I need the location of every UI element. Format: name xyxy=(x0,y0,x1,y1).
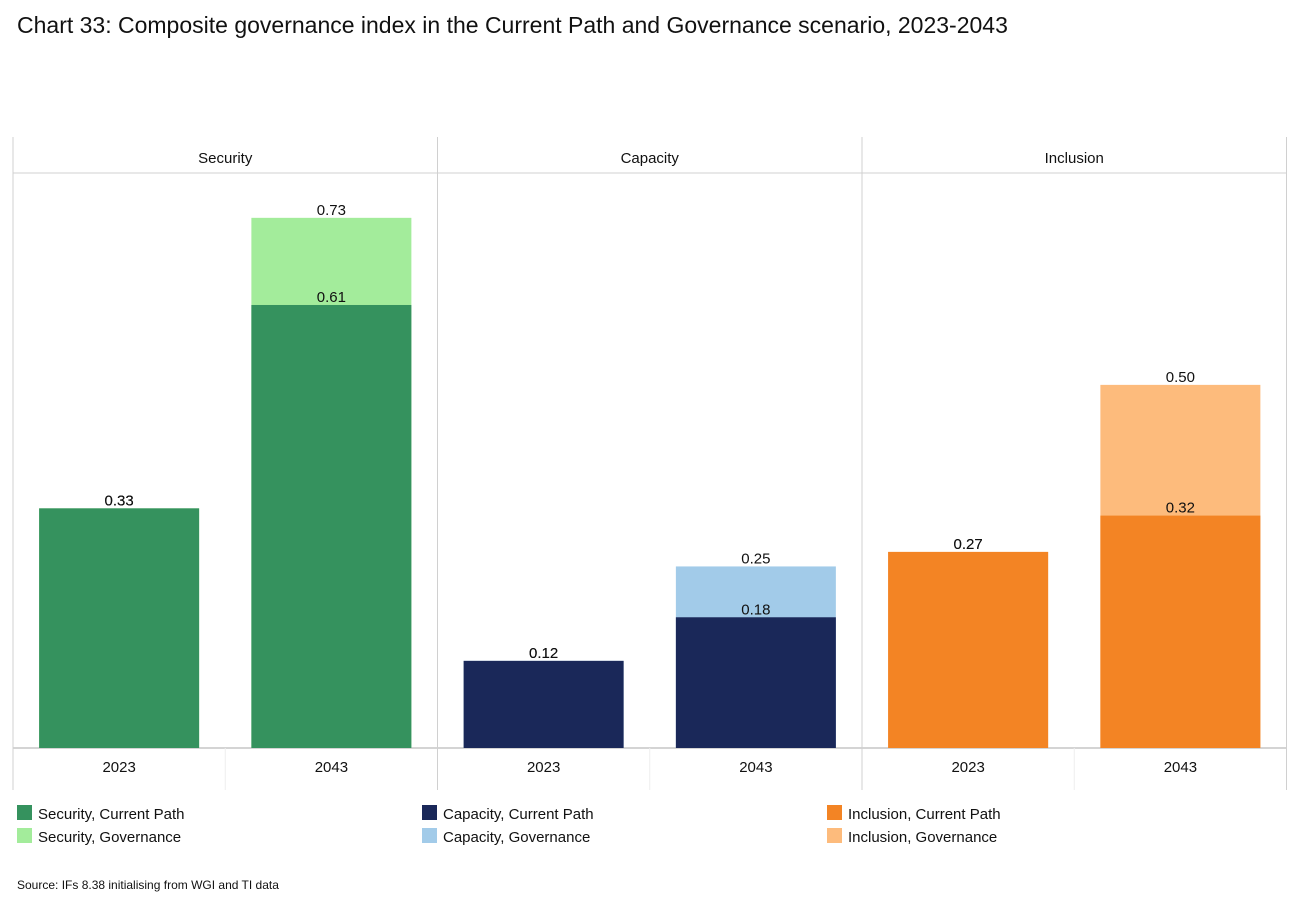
legend-label: Capacity, Current Path xyxy=(443,806,594,823)
bar xyxy=(1100,515,1261,748)
bar xyxy=(39,508,200,748)
x-tick-label: 2023 xyxy=(102,759,135,776)
bar xyxy=(251,304,412,748)
legend-label: Security, Current Path xyxy=(38,806,184,823)
legend-swatch xyxy=(422,805,437,820)
data-label: 0.27 xyxy=(954,536,983,553)
legend-swatch xyxy=(17,828,32,843)
x-tick-label: 2023 xyxy=(527,759,560,776)
panel-title: Security xyxy=(198,150,253,167)
bar xyxy=(675,617,836,748)
legend-label: Inclusion, Current Path xyxy=(848,806,1001,823)
data-label: 0.33 xyxy=(105,492,134,509)
x-tick-label: 2043 xyxy=(315,759,348,776)
bar xyxy=(888,551,1049,748)
legend-label: Security, Governance xyxy=(38,829,181,846)
data-label: 0.27 xyxy=(954,536,983,553)
legend-swatch xyxy=(422,828,437,843)
x-tick-label: 2043 xyxy=(1164,759,1197,776)
data-label: 0.18 xyxy=(741,601,770,618)
data-label: 0.25 xyxy=(741,550,770,567)
data-label: 0.33 xyxy=(105,492,134,509)
legend-swatch xyxy=(17,805,32,820)
panel-title: Capacity xyxy=(621,150,680,167)
source: Source: IFs 8.38 initialising from WGI a… xyxy=(17,878,279,892)
data-label: 0.12 xyxy=(529,645,558,662)
data-label: 0.50 xyxy=(1166,369,1195,386)
legend-label: Inclusion, Governance xyxy=(848,829,997,846)
data-label: 0.32 xyxy=(1166,500,1195,517)
legend-swatch xyxy=(827,828,842,843)
legend-swatch xyxy=(827,805,842,820)
data-label: 0.61 xyxy=(317,289,346,306)
bar xyxy=(463,660,624,748)
data-label: 0.73 xyxy=(317,202,346,219)
panel-title: Inclusion xyxy=(1045,150,1104,167)
chart-title: Chart 33: Composite governance index in … xyxy=(17,12,1008,38)
x-tick-label: 2043 xyxy=(739,759,772,776)
data-label: 0.12 xyxy=(529,645,558,662)
x-tick-label: 2023 xyxy=(951,759,984,776)
legend-label: Capacity, Governance xyxy=(443,829,590,846)
